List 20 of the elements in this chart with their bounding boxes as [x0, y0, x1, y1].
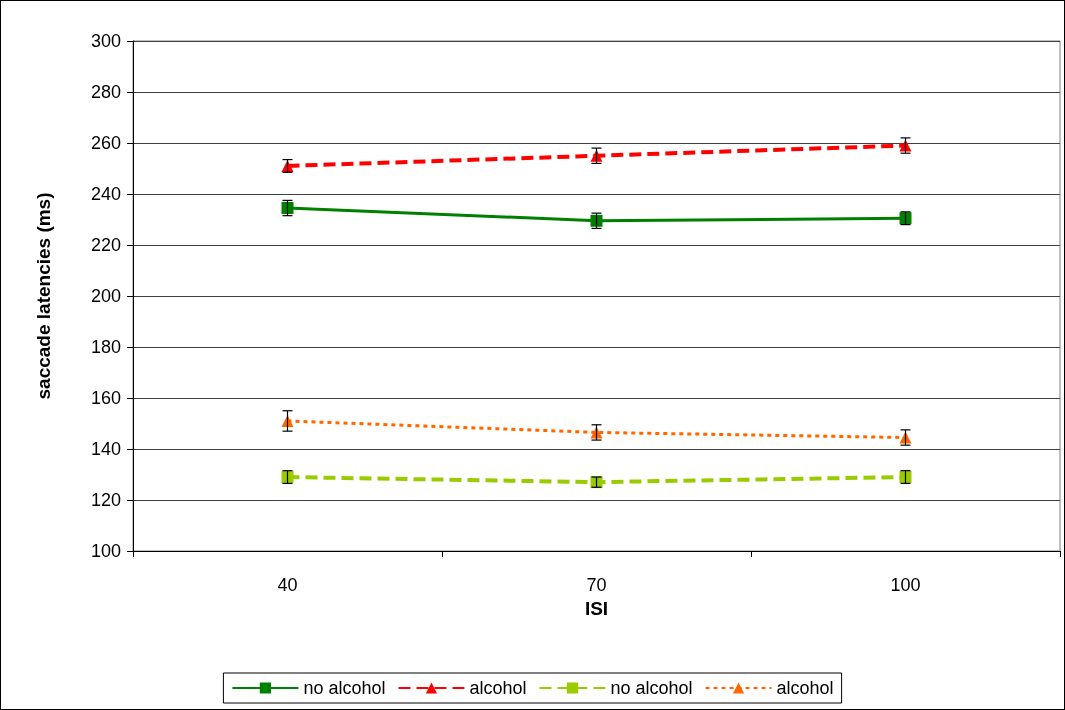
x-tick-label: 70 — [586, 575, 607, 595]
legend-label: alcohol — [469, 678, 527, 698]
y-tick-label: 100 — [90, 541, 121, 561]
x-axis-title: ISI — [584, 597, 609, 619]
y-axis-title: saccade latencies (ms) — [33, 192, 54, 400]
y-tick-label: 120 — [90, 490, 121, 510]
legend-label: no alcohol — [610, 678, 693, 698]
y-tick-label: 260 — [90, 133, 121, 153]
x-tick-label: 100 — [890, 575, 921, 595]
y-tick-label: 160 — [90, 388, 121, 408]
y-tick-label: 180 — [90, 337, 121, 357]
y-tick-label: 240 — [90, 184, 121, 204]
legend-label: alcohol — [776, 678, 834, 698]
legend-label: no alcohol — [303, 678, 386, 698]
x-tick-label: 40 — [277, 575, 298, 595]
y-tick-label: 200 — [90, 286, 121, 306]
y-tick-label: 220 — [90, 235, 121, 255]
y-tick-label: 280 — [90, 82, 121, 102]
y-tick-label: 300 — [90, 31, 121, 51]
y-tick-label: 140 — [90, 439, 121, 459]
